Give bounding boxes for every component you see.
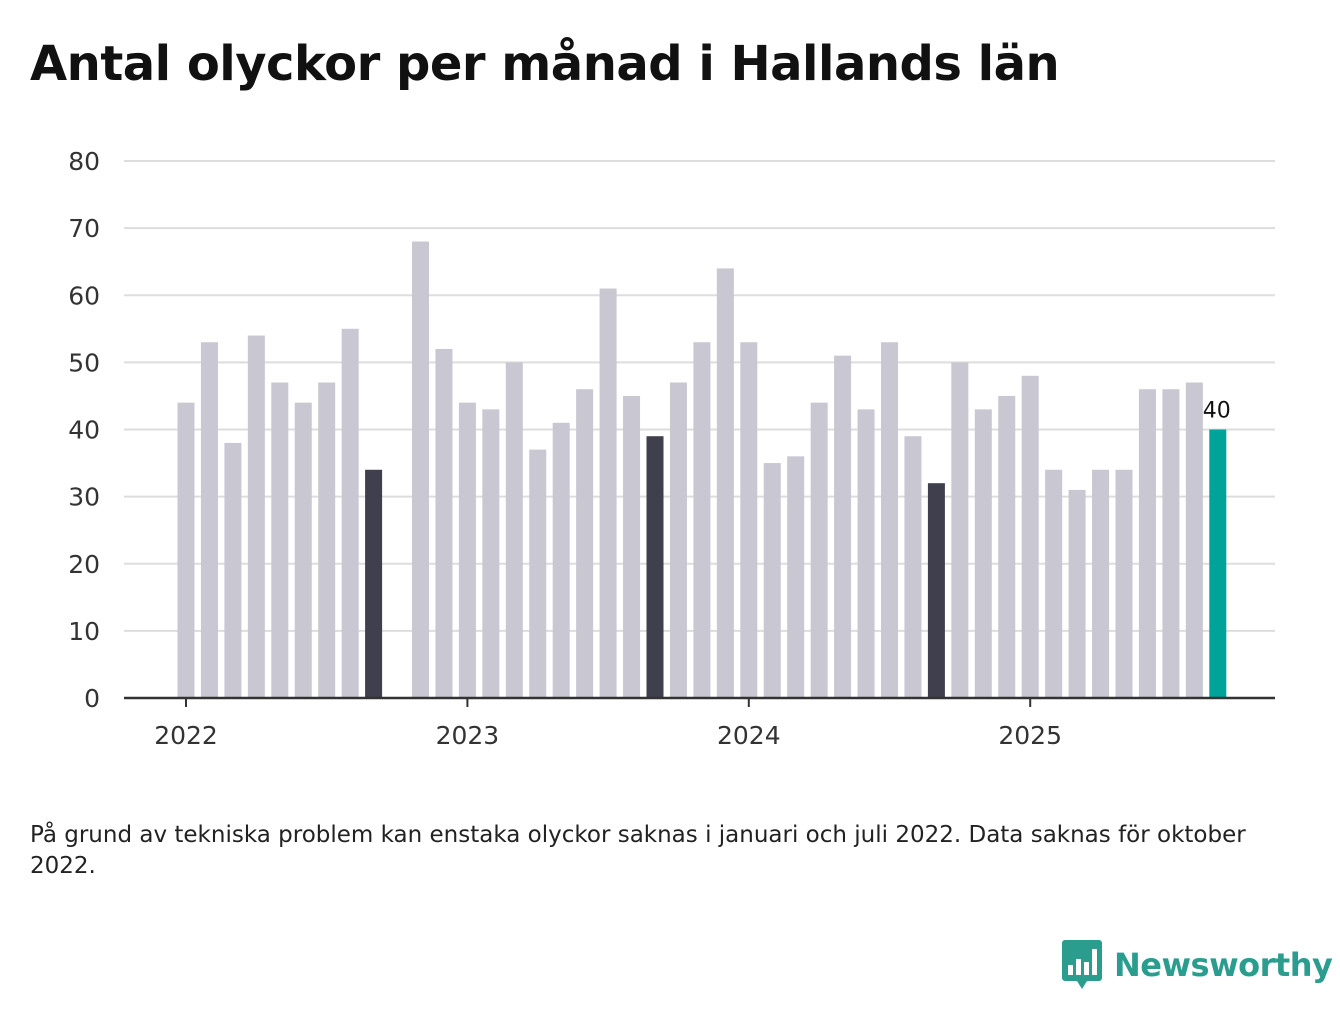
bar-2023-04[interactable] [529, 449, 547, 698]
newsworthy-logo-icon [1062, 940, 1102, 989]
bar-2024-04[interactable] [810, 402, 828, 698]
bar-2024-12[interactable] [998, 395, 1016, 698]
footnote: På grund av tekniska problem kan enstaka… [30, 822, 1246, 879]
bar-2024-03[interactable] [787, 456, 805, 698]
newsworthy-logo-text: Newsworthy [1114, 946, 1333, 984]
chart-title: Antal olyckor per månad i Hallands län [30, 36, 1060, 92]
bar-2024-07[interactable] [881, 342, 898, 698]
bar-2023-01[interactable] [458, 402, 476, 698]
bar-2024-10[interactable] [951, 362, 969, 698]
bar-2025-07[interactable] [1162, 389, 1180, 698]
bar-2024-08[interactable] [904, 436, 922, 698]
bar-2023-05[interactable] [552, 422, 570, 698]
bar-2023-12[interactable] [716, 268, 734, 698]
bar-2023-03[interactable] [505, 362, 523, 698]
bar-2024-09[interactable] [927, 483, 945, 698]
bar-2022-03[interactable] [224, 442, 242, 698]
bar-2025-06[interactable] [1138, 389, 1156, 698]
y-tick-label: 10 [68, 617, 100, 646]
bar-2022-02[interactable] [200, 342, 218, 698]
bar-2023-11[interactable] [693, 342, 711, 698]
bar-2023-08[interactable] [623, 395, 641, 698]
bar-2022-06[interactable] [294, 402, 312, 698]
y-tick-label: 80 [68, 147, 100, 176]
bar-2025-05[interactable] [1115, 469, 1133, 698]
bar-2025-04[interactable] [1092, 469, 1110, 698]
bar-2022-07[interactable] [318, 382, 336, 698]
value-label-2025-09: 40 [1203, 399, 1231, 424]
y-tick-label: 60 [68, 281, 100, 310]
x-axis: 2022 2023 2024 2025 [124, 696, 1275, 750]
y-tick-label: 50 [68, 348, 100, 377]
x-tick-label: 2024 [717, 721, 781, 750]
bar-2025-09[interactable] [1209, 429, 1227, 699]
bar-2024-02[interactable] [763, 463, 781, 698]
bar-2024-06[interactable] [857, 409, 875, 698]
bar-2022-11[interactable] [412, 241, 429, 699]
bar-2023-10[interactable] [669, 382, 687, 698]
y-tick-label: 0 [84, 684, 100, 713]
bar-2025-02[interactable] [1045, 469, 1063, 698]
x-tick-label: 2025 [998, 721, 1062, 750]
bar-2023-06[interactable] [576, 389, 594, 698]
y-tick-label: 30 [68, 483, 100, 512]
bar-2022-05[interactable] [271, 382, 289, 698]
y-axis-ticks: 0 10 20 30 40 50 60 70 80 [68, 147, 100, 713]
bar-2025-01[interactable] [1021, 375, 1039, 698]
y-tick-label: 70 [68, 214, 100, 243]
bar-2023-07[interactable] [599, 288, 617, 698]
bar-2022-09[interactable] [365, 469, 383, 698]
bar-2022-04[interactable] [247, 335, 265, 698]
bar-2024-01[interactable] [740, 342, 758, 698]
annotations: 40 [1203, 399, 1231, 424]
bar-2024-05[interactable] [834, 355, 852, 698]
bars [177, 241, 1227, 699]
bar-chart: 0 10 20 30 40 50 60 70 80 40 2022 2023 2024 2025 [68, 147, 1275, 750]
bar-2024-11[interactable] [974, 409, 992, 698]
x-tick-label: 2022 [154, 721, 218, 750]
bar-2022-12[interactable] [435, 348, 453, 698]
bar-2025-03[interactable] [1068, 489, 1086, 698]
bar-2023-09[interactable] [646, 436, 664, 698]
y-tick-label: 20 [68, 550, 100, 579]
x-tick-label: 2023 [436, 721, 500, 750]
newsworthy-logo[interactable]: Newsworthy [1062, 940, 1333, 990]
bar-2023-02[interactable] [482, 409, 500, 698]
y-tick-label: 40 [68, 416, 100, 445]
bar-2022-01[interactable] [177, 402, 195, 698]
bar-2025-08[interactable] [1185, 382, 1203, 698]
bar-2022-08[interactable] [341, 328, 359, 698]
